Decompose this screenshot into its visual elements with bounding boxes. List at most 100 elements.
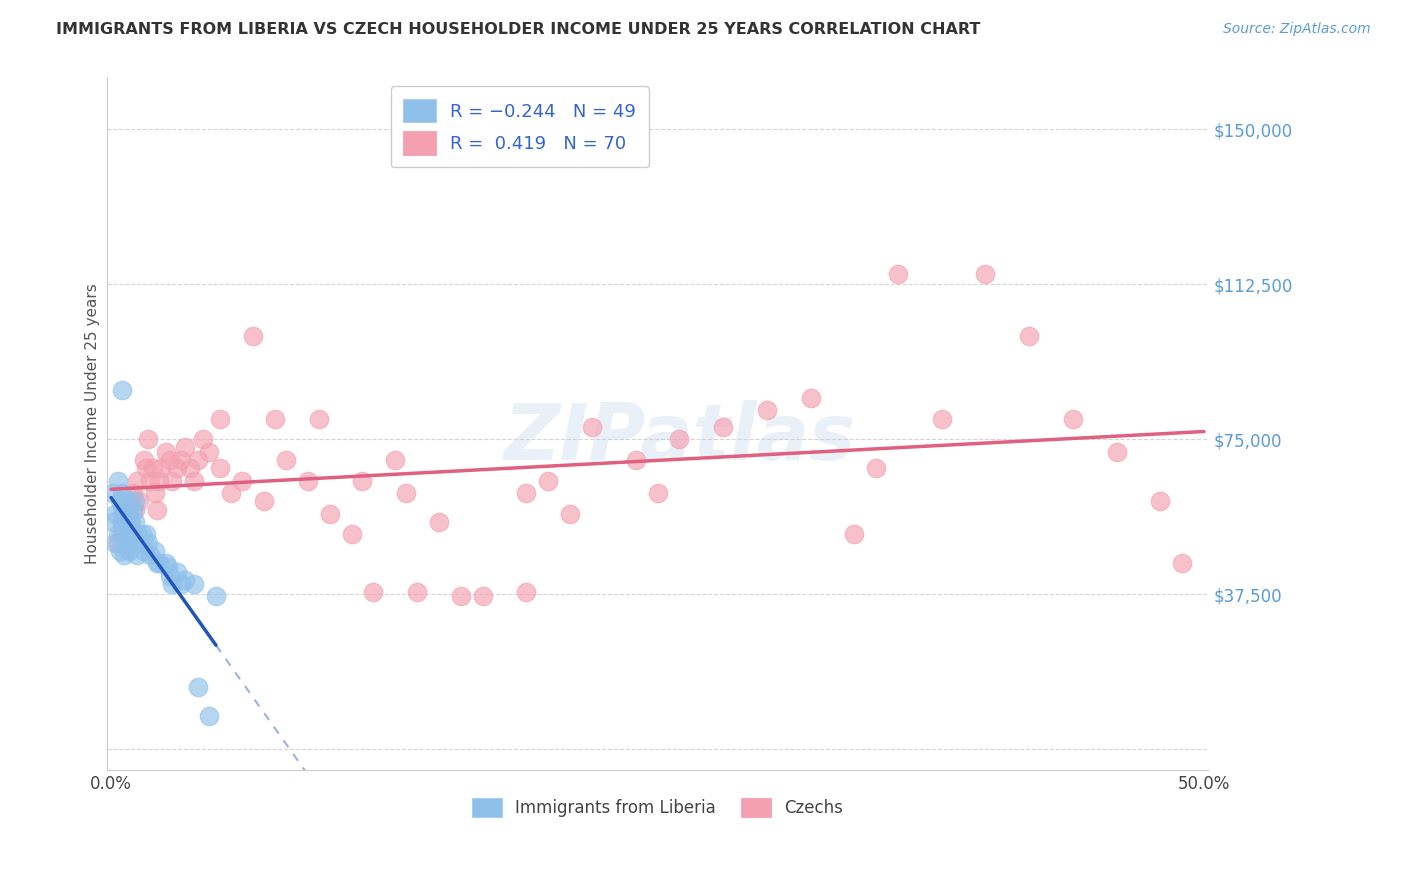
Point xyxy=(155,556,177,570)
Point xyxy=(1062,411,1084,425)
Point xyxy=(887,267,910,281)
Point xyxy=(107,535,129,549)
Point xyxy=(515,486,537,500)
Point xyxy=(112,548,135,562)
Point xyxy=(174,573,197,587)
Point xyxy=(253,494,276,508)
Point xyxy=(115,515,138,529)
Point xyxy=(352,474,374,488)
Point xyxy=(170,577,193,591)
Point xyxy=(166,461,188,475)
Point xyxy=(111,383,134,397)
Point xyxy=(537,474,560,488)
Point xyxy=(115,507,138,521)
Point xyxy=(132,544,155,558)
Point xyxy=(515,585,537,599)
Point xyxy=(143,544,166,558)
Point xyxy=(974,267,997,281)
Point xyxy=(128,494,150,508)
Point xyxy=(146,502,169,516)
Point xyxy=(103,486,125,500)
Point xyxy=(122,502,145,516)
Point xyxy=(624,453,647,467)
Point xyxy=(117,544,139,558)
Point xyxy=(139,474,162,488)
Point xyxy=(111,486,134,500)
Point xyxy=(122,527,145,541)
Point xyxy=(108,494,131,508)
Point xyxy=(108,544,131,558)
Point xyxy=(139,548,162,562)
Point xyxy=(127,548,149,562)
Point xyxy=(136,535,159,549)
Point xyxy=(384,453,406,467)
Point xyxy=(122,486,145,500)
Point xyxy=(143,486,166,500)
Point xyxy=(427,515,450,529)
Point xyxy=(115,535,138,549)
Point xyxy=(142,461,165,475)
Point xyxy=(1018,329,1040,343)
Point xyxy=(148,556,170,570)
Text: Source: ZipAtlas.com: Source: ZipAtlas.com xyxy=(1223,22,1371,37)
Point xyxy=(117,527,139,541)
Point xyxy=(363,585,385,599)
Point xyxy=(111,502,134,516)
Point xyxy=(159,568,181,582)
Point xyxy=(1171,556,1194,570)
Point xyxy=(558,507,581,521)
Point xyxy=(107,527,129,541)
Point xyxy=(104,535,127,549)
Point xyxy=(146,556,169,570)
Point xyxy=(103,515,125,529)
Point xyxy=(1149,494,1171,508)
Point xyxy=(844,527,866,541)
Point xyxy=(297,474,319,488)
Point xyxy=(183,577,205,591)
Point xyxy=(115,494,138,508)
Point xyxy=(107,474,129,488)
Point xyxy=(198,444,221,458)
Point xyxy=(219,486,242,500)
Point xyxy=(127,527,149,541)
Point xyxy=(124,502,146,516)
Point xyxy=(135,461,157,475)
Point xyxy=(865,461,887,475)
Point xyxy=(187,681,209,695)
Point xyxy=(135,527,157,541)
Point xyxy=(242,329,264,343)
Point xyxy=(209,411,232,425)
Point xyxy=(264,411,287,425)
Point xyxy=(1105,444,1128,458)
Point xyxy=(647,486,669,500)
Point xyxy=(155,444,177,458)
Point xyxy=(166,565,188,579)
Point xyxy=(156,560,179,574)
Point xyxy=(187,453,209,467)
Point xyxy=(183,474,205,488)
Point xyxy=(112,502,135,516)
Point xyxy=(274,453,297,467)
Point xyxy=(117,507,139,521)
Point xyxy=(170,453,193,467)
Point xyxy=(395,486,418,500)
Point xyxy=(104,507,127,521)
Point xyxy=(150,461,173,475)
Point xyxy=(162,577,184,591)
Point xyxy=(581,419,603,434)
Point xyxy=(450,590,472,604)
Point xyxy=(799,391,821,405)
Point xyxy=(132,453,155,467)
Point xyxy=(162,474,184,488)
Point xyxy=(111,515,134,529)
Point xyxy=(931,411,953,425)
Point xyxy=(127,474,149,488)
Point xyxy=(148,474,170,488)
Point xyxy=(308,411,330,425)
Point xyxy=(174,441,197,455)
Point xyxy=(159,453,181,467)
Point xyxy=(318,507,340,521)
Point xyxy=(112,527,135,541)
Point xyxy=(406,585,429,599)
Point xyxy=(111,527,134,541)
